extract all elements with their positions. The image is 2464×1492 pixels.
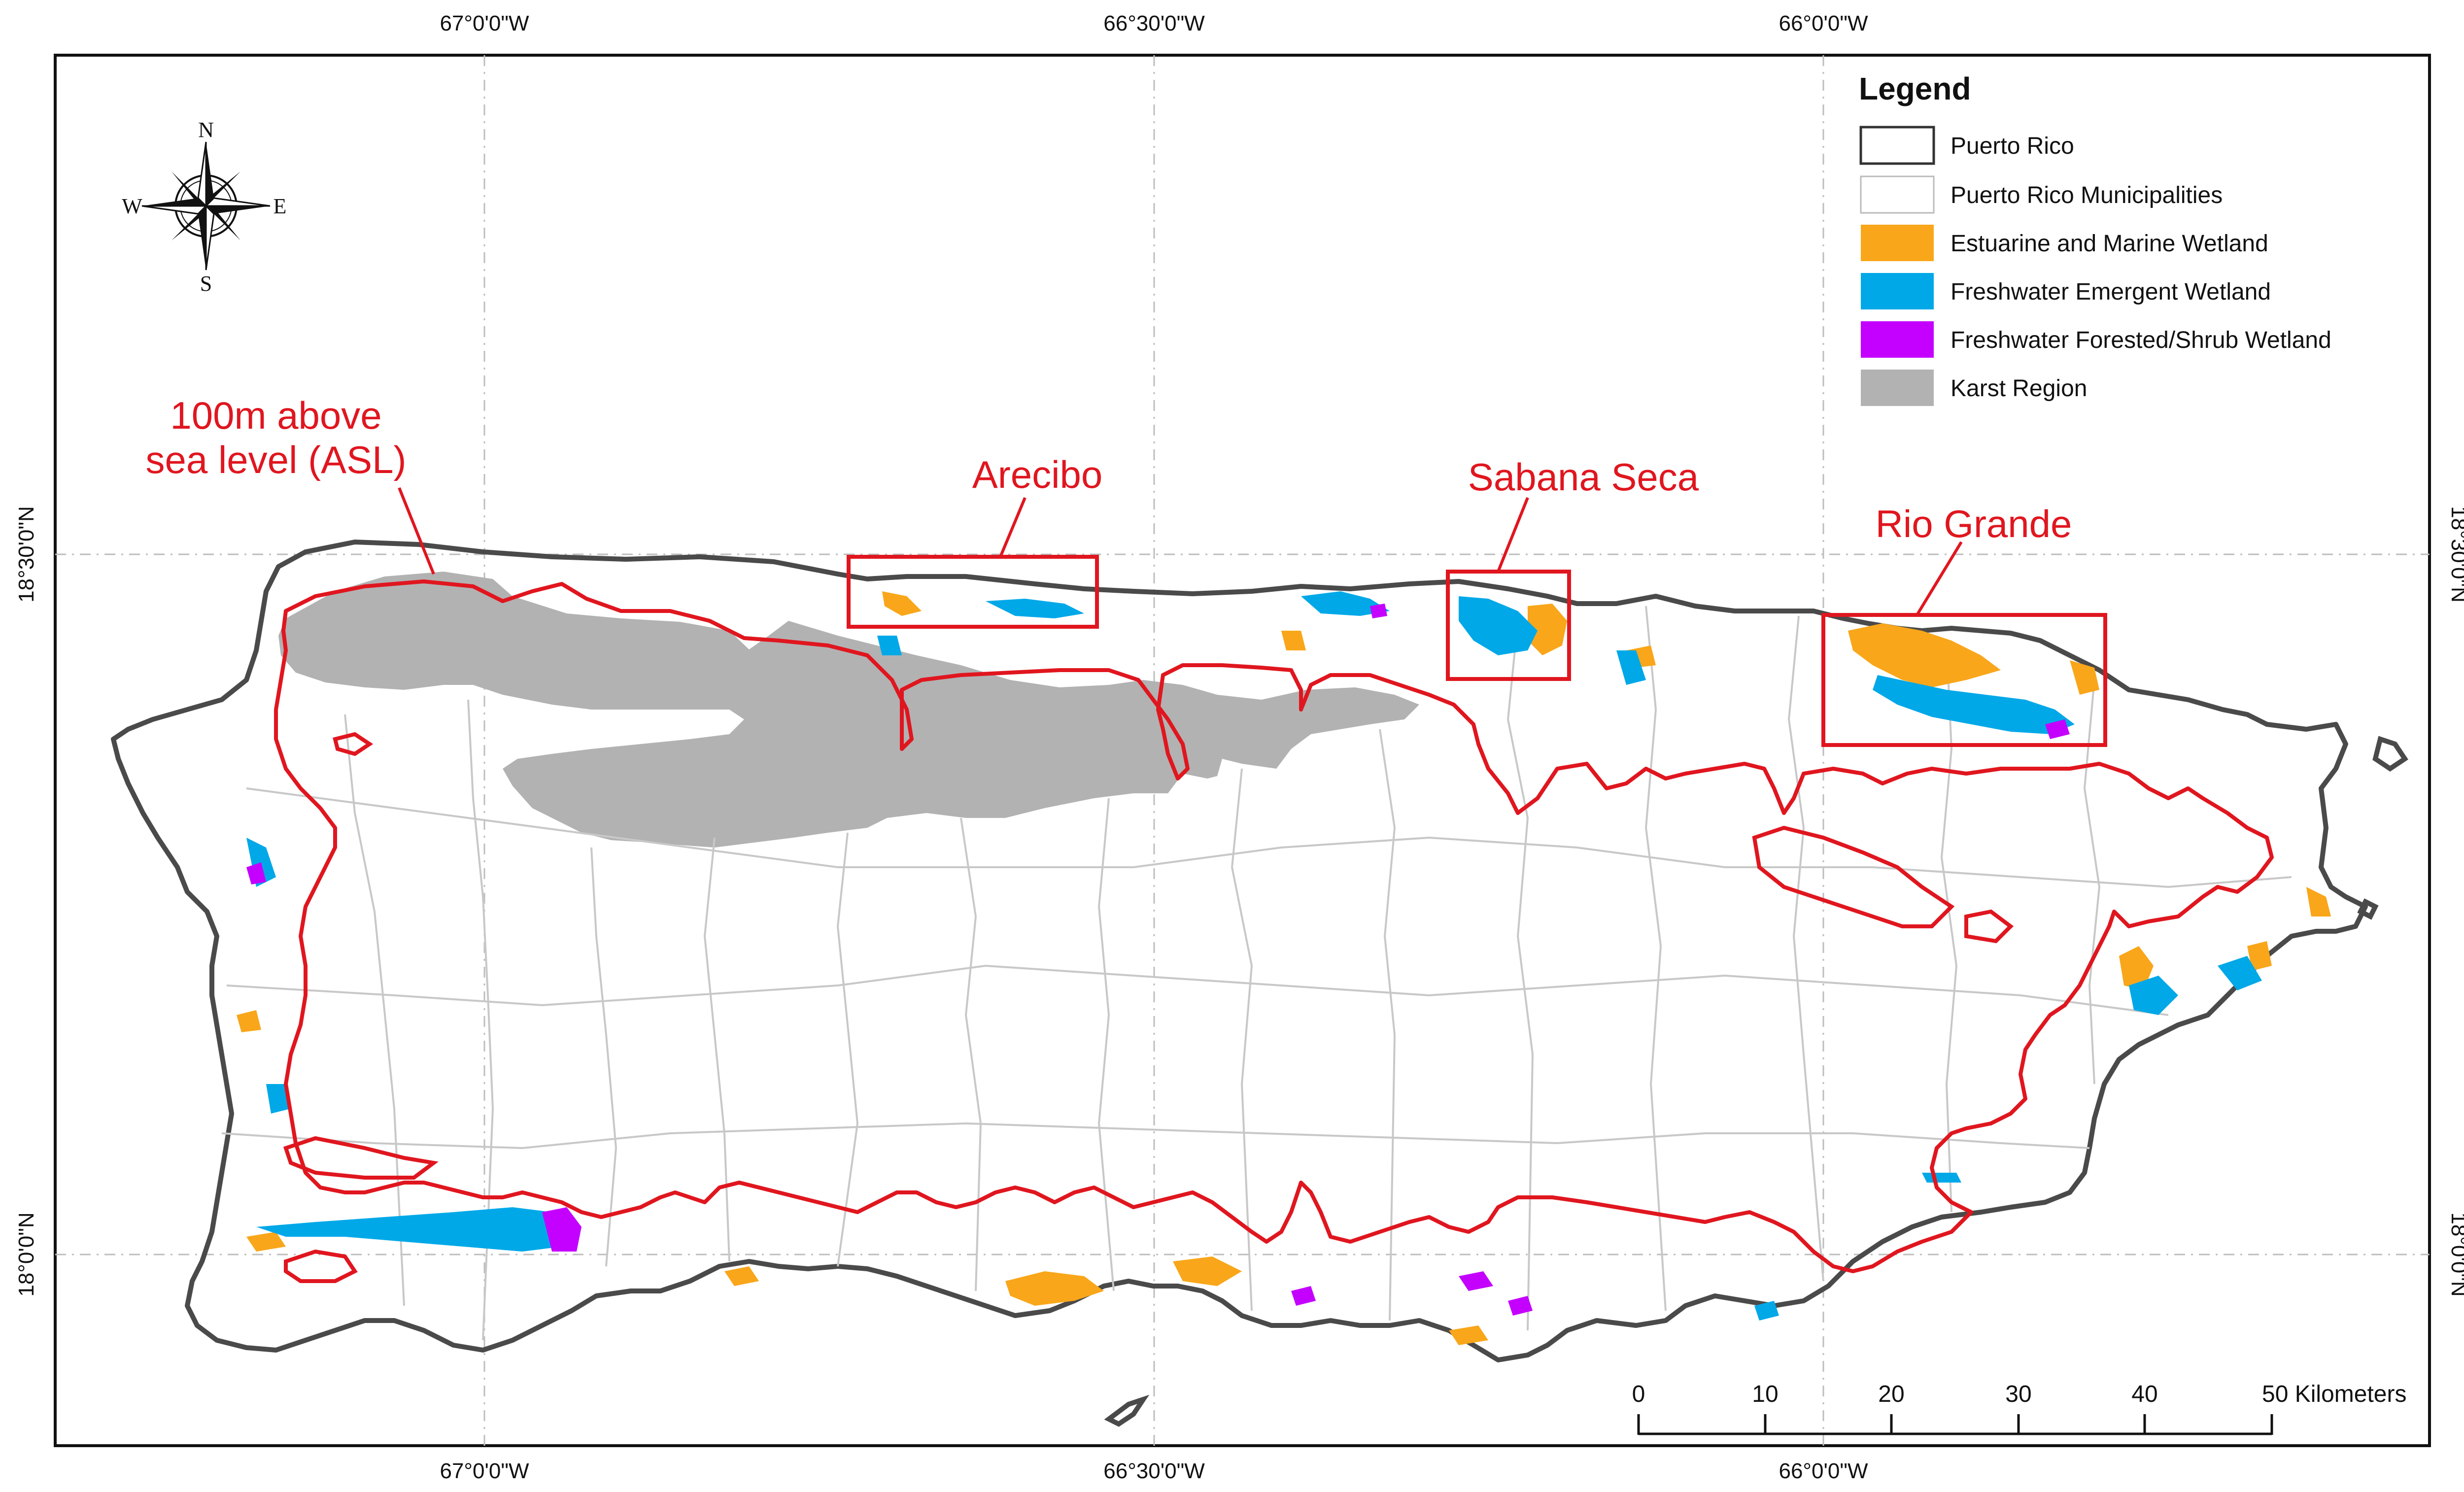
puerto-rico-coastline xyxy=(111,540,2368,1362)
asl-contour-loop xyxy=(333,732,374,756)
legend-label-municipalities: Puerto Rico Municipalities xyxy=(1951,182,2223,208)
asl-contour xyxy=(274,579,2274,1273)
asl-contour-loop xyxy=(1964,909,2014,944)
legend-swatch-municipalities xyxy=(1860,175,1935,214)
island xyxy=(2357,898,2379,920)
legend-swatch-emergent xyxy=(1861,273,1934,309)
asl-contour-loop xyxy=(283,1136,439,1180)
legend-label-forested: Freshwater Forested/Shrub Wetland xyxy=(1951,327,2331,353)
scale-tick-label: 10 xyxy=(1752,1381,1778,1407)
rio-grande-box xyxy=(1821,613,2107,747)
bottom-tick-label: 67°0'0"W xyxy=(440,1459,529,1483)
island xyxy=(1104,1394,1150,1427)
legend: Legend Puerto Rico Puerto Rico Municipal… xyxy=(1859,71,2331,406)
legend-swatch-karst xyxy=(1861,370,1934,406)
top-tick-label: 67°0'0"W xyxy=(440,11,529,35)
estuarine-wetlands xyxy=(237,591,2331,1345)
asl-contour-loop xyxy=(1752,825,1955,928)
karst-region xyxy=(278,572,1419,848)
compass-e: E xyxy=(274,194,287,218)
compass-s: S xyxy=(200,271,212,296)
scale-bar: 0 10 20 30 40 50 Kilometers xyxy=(1632,1381,2406,1435)
asl-label-line2: sea level (ASL) xyxy=(146,438,407,481)
sabana-seca-box xyxy=(1446,570,1571,681)
legend-swatch-puerto-rico xyxy=(1859,126,1935,165)
island xyxy=(2372,736,2408,772)
compass-n: N xyxy=(198,118,214,142)
scale-tick-label: 30 xyxy=(2005,1381,2031,1407)
municipality-boundaries xyxy=(221,606,2292,1341)
left-tick-label: 18°0'0"N xyxy=(14,1212,38,1296)
legend-swatch-estuarine xyxy=(1861,225,1934,261)
compass-w: W xyxy=(122,194,142,218)
scale-tick-label: 20 xyxy=(1878,1381,1904,1407)
top-tick-label: 66°30'0"W xyxy=(1103,11,1205,35)
sabana-seca-label: Sabana Seca xyxy=(1468,455,1699,499)
legend-label-estuarine: Estuarine and Marine Wetland xyxy=(1951,231,2268,257)
legend-swatch-forested xyxy=(1861,321,1934,358)
legend-label-karst: Karst Region xyxy=(1951,375,2087,402)
left-tick-label: 18°30'0"N xyxy=(14,506,38,603)
emergent-wetlands xyxy=(246,591,2262,1321)
annotation-leaders xyxy=(398,487,1963,616)
legend-title: Legend xyxy=(1859,71,1971,106)
legend-label-emergent: Freshwater Emergent Wetland xyxy=(1951,279,2271,305)
asl-contour-loop xyxy=(284,1249,358,1283)
forested-wetlands xyxy=(246,604,2070,1316)
right-tick-label: 18°30'0"N xyxy=(2447,506,2464,603)
bottom-tick-label: 66°0'0"W xyxy=(1779,1459,1868,1483)
scale-tick-label: 0 xyxy=(1632,1381,1645,1407)
north-arrow-icon: N S E W xyxy=(122,118,286,296)
bottom-tick-label: 66°30'0"W xyxy=(1103,1459,1205,1483)
scale-tick-label: 50 Kilometers xyxy=(2262,1381,2406,1407)
arecibo-box xyxy=(847,555,1099,629)
right-tick-label: 18°0'0"N xyxy=(2447,1212,2464,1296)
top-tick-label: 66°0'0"W xyxy=(1779,11,1868,35)
legend-label-puerto-rico: Puerto Rico xyxy=(1951,133,2074,159)
asl-label-line1: 100m above xyxy=(170,394,381,437)
arecibo-label: Arecibo xyxy=(972,453,1102,496)
scale-tick-label: 40 xyxy=(2131,1381,2157,1407)
rio-grande-label: Rio Grande xyxy=(1876,502,2072,545)
